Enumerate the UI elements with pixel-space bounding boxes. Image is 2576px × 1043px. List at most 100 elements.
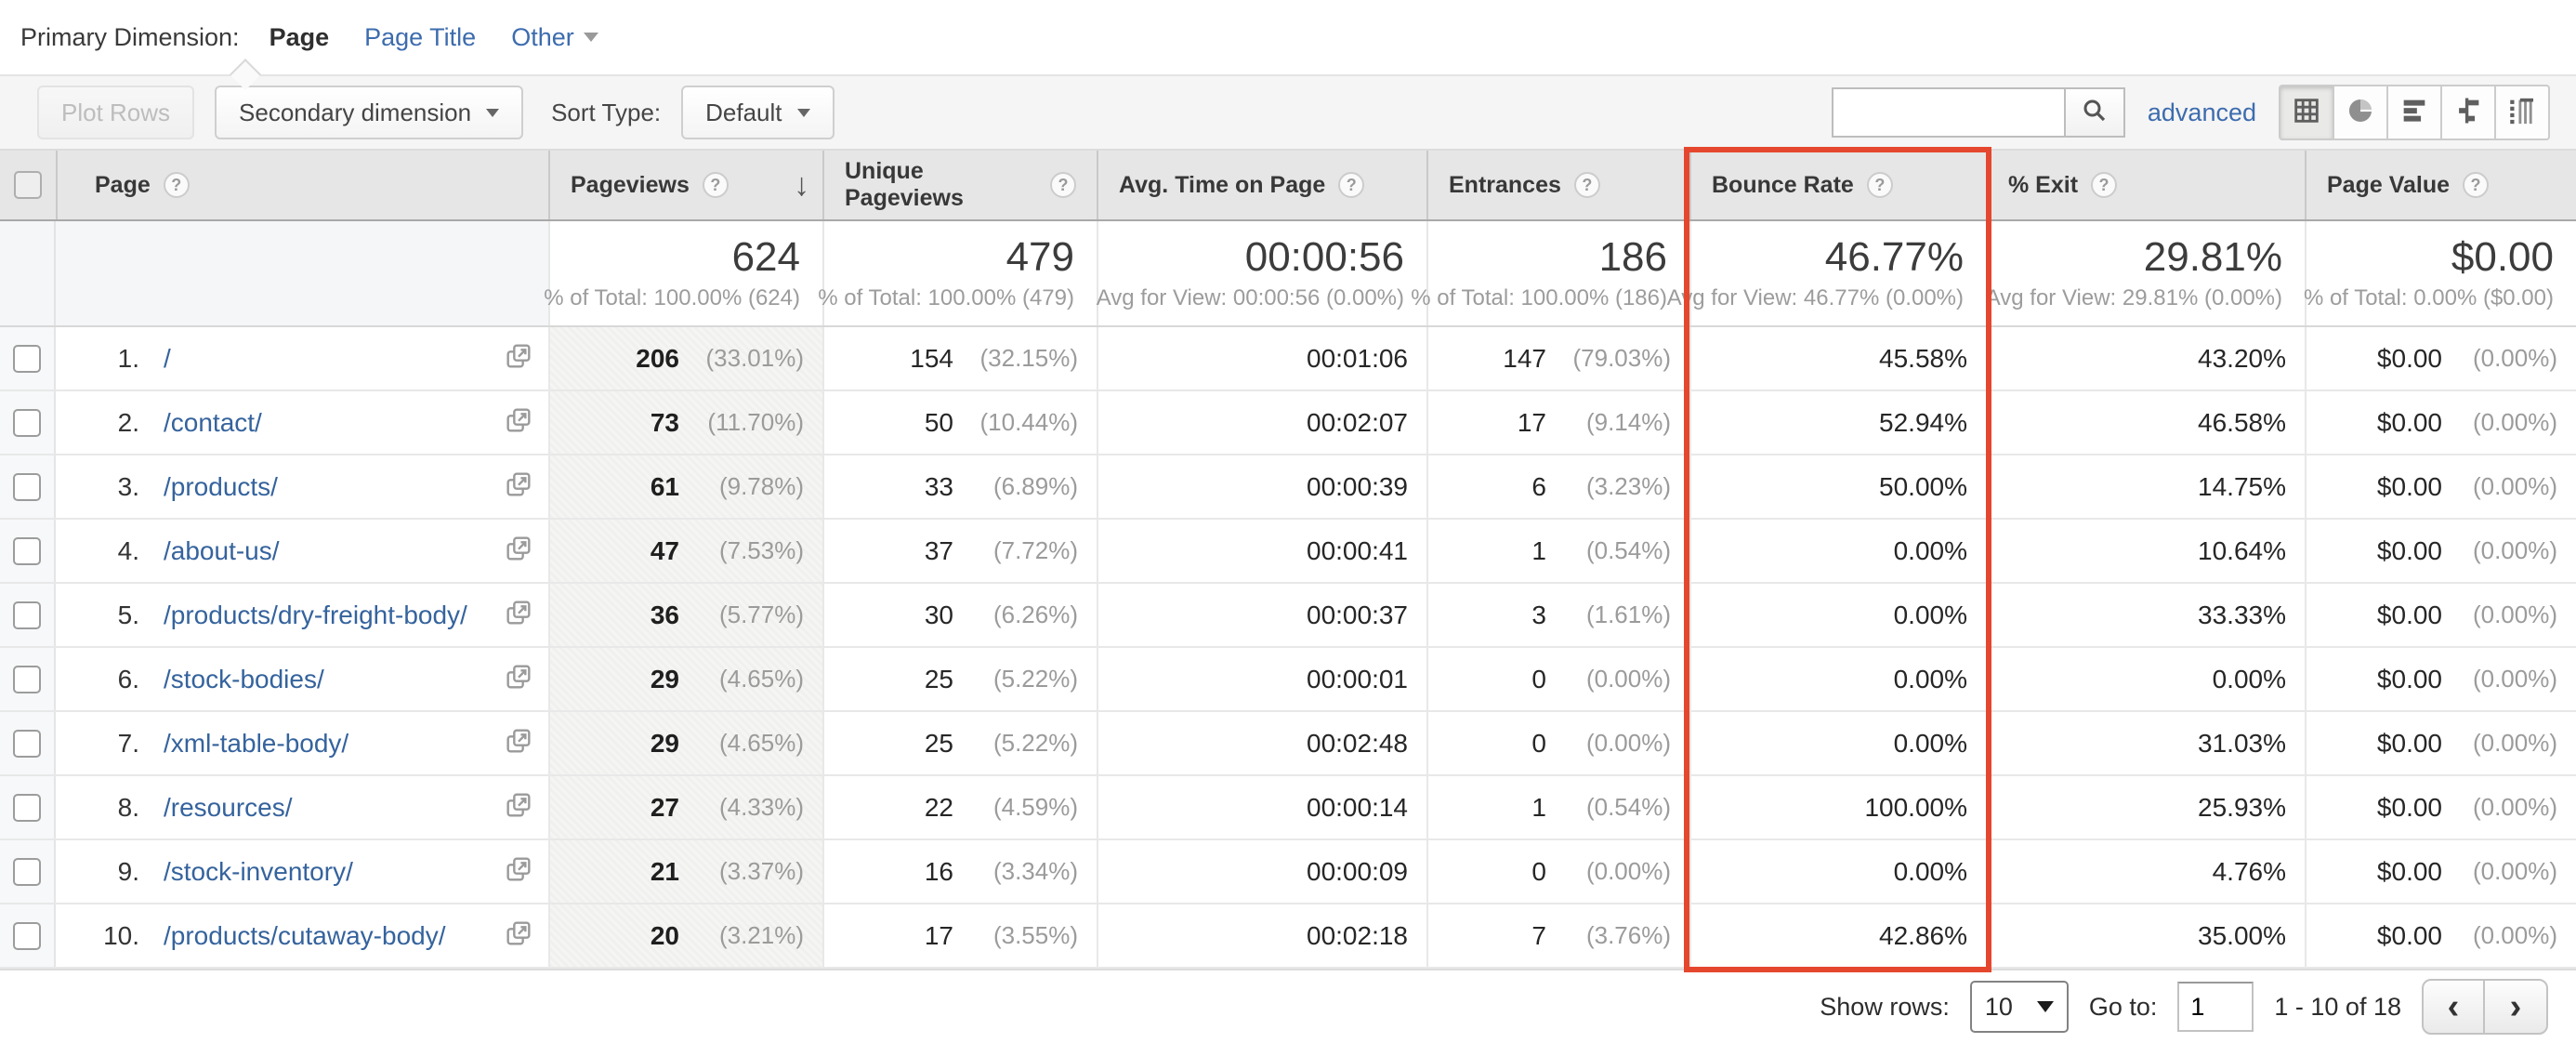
page-link[interactable]: /products/cutaway-body/ bbox=[164, 920, 446, 950]
totals-page-value: $0.00 % of Total: 0.00% ($0.00) bbox=[2304, 221, 2576, 325]
data-view-button[interactable] bbox=[2279, 85, 2334, 140]
chevron-down-icon bbox=[2036, 1001, 2054, 1012]
help-icon[interactable]: ? bbox=[163, 172, 190, 198]
select-all-checkbox[interactable] bbox=[14, 171, 42, 199]
pct-exit-cell: 10.64% bbox=[1986, 520, 2305, 582]
table-footer: Show rows: 10 Go to: 1 - 10 of 18 ‹ › bbox=[0, 969, 2576, 1043]
column-header-unique-pageviews[interactable]: Unique Pageviews ? bbox=[822, 151, 1097, 219]
row-number: 10. bbox=[103, 920, 139, 950]
column-header-page-value[interactable]: Page Value ? bbox=[2305, 151, 2576, 219]
row-number: 9. bbox=[117, 856, 139, 886]
row-checkbox[interactable] bbox=[13, 601, 41, 629]
row-checkbox-cell bbox=[0, 455, 56, 518]
plot-rows-button[interactable]: Plot Rows bbox=[37, 86, 195, 139]
secondary-dimension-button[interactable]: Secondary dimension bbox=[215, 86, 524, 139]
row-checkbox[interactable] bbox=[13, 536, 41, 565]
help-icon[interactable]: ? bbox=[1338, 172, 1365, 198]
row-checkbox[interactable] bbox=[13, 793, 41, 822]
unique-pageviews-cell: 25 (5.22%) bbox=[822, 712, 1097, 774]
bounce-rate-cell: 52.94% bbox=[1689, 391, 1986, 454]
sort-type-select[interactable]: Default bbox=[681, 86, 835, 139]
page-link[interactable]: /products/dry-freight-body/ bbox=[164, 600, 467, 629]
pivot-icon bbox=[2506, 95, 2538, 131]
open-page-icon[interactable] bbox=[504, 469, 533, 504]
bounce-rate-cell: 50.00% bbox=[1689, 455, 1986, 518]
page-cell: 5. /products/dry-freight-body/ bbox=[56, 584, 548, 646]
page-link[interactable]: /products/ bbox=[164, 471, 278, 501]
row-checkbox-cell bbox=[0, 712, 56, 774]
open-page-icon[interactable] bbox=[504, 534, 533, 568]
performance-view-button[interactable] bbox=[2386, 85, 2442, 140]
row-checkbox-cell bbox=[0, 648, 56, 710]
open-page-icon[interactable] bbox=[504, 854, 533, 889]
avg-time-cell: 00:02:18 bbox=[1097, 904, 1426, 967]
unique-pageviews-cell: 16 (3.34%) bbox=[822, 840, 1097, 903]
row-checkbox[interactable] bbox=[13, 857, 41, 886]
row-checkbox[interactable] bbox=[13, 408, 41, 437]
page-link[interactable]: /xml-table-body/ bbox=[164, 728, 349, 758]
open-page-icon[interactable] bbox=[504, 341, 533, 376]
previous-page-button[interactable]: ‹ bbox=[2424, 981, 2485, 1033]
page-link[interactable]: / bbox=[164, 343, 171, 373]
dimension-tab-other[interactable]: Other bbox=[511, 23, 598, 52]
help-icon[interactable]: ? bbox=[1573, 172, 1600, 198]
dimension-tab-page-title[interactable]: Page Title bbox=[364, 22, 477, 51]
row-checkbox[interactable] bbox=[13, 665, 41, 693]
column-header-page[interactable]: Page ? bbox=[56, 151, 548, 219]
dimension-tab-page[interactable]: Page bbox=[269, 22, 330, 51]
row-checkbox[interactable] bbox=[13, 921, 41, 950]
table-row: 8. /resources/ 27 (4.33%) 22 (4.59%) 00:… bbox=[0, 776, 2576, 840]
open-page-icon[interactable] bbox=[504, 790, 533, 825]
column-header-bounce-rate[interactable]: Bounce Rate ? bbox=[1689, 151, 1986, 219]
pivot-view-button[interactable] bbox=[2494, 85, 2550, 140]
unique-pageviews-cell: 37 (7.72%) bbox=[822, 520, 1097, 582]
row-checkbox[interactable] bbox=[13, 344, 41, 373]
table-row: 7. /xml-table-body/ 29 (4.65%) 25 (5.22%… bbox=[0, 712, 2576, 776]
help-icon[interactable]: ? bbox=[2091, 172, 2118, 198]
help-icon[interactable]: ? bbox=[2463, 172, 2490, 198]
search-input[interactable] bbox=[1831, 87, 2064, 138]
page-link[interactable]: /stock-inventory/ bbox=[164, 856, 353, 886]
open-page-icon[interactable] bbox=[504, 662, 533, 696]
show-rows-select[interactable]: 10 bbox=[1969, 981, 2069, 1033]
page-cell: 8. /resources/ bbox=[56, 776, 548, 838]
primary-dimension-bar: Primary Dimension: Page Page Title Other bbox=[0, 0, 2576, 74]
page-value-cell: $0.00 (0.00%) bbox=[2305, 455, 2576, 518]
pct-exit-cell: 0.00% bbox=[1986, 648, 2305, 710]
totals-bounce-rate: 46.77% Avg for View: 46.77% (0.00%) bbox=[1667, 221, 1986, 325]
totals-entrances: 186 % of Total: 100.00% (186) bbox=[1411, 221, 1689, 325]
open-page-icon[interactable] bbox=[504, 598, 533, 632]
page-link[interactable]: /stock-bodies/ bbox=[164, 664, 324, 693]
page-link[interactable]: /resources/ bbox=[164, 792, 293, 822]
search-button[interactable] bbox=[2063, 87, 2125, 138]
column-header-entrances[interactable]: Entrances ? bbox=[1426, 151, 1689, 219]
sort-descending-icon[interactable]: ↓ bbox=[794, 166, 809, 203]
help-icon[interactable]: ? bbox=[1866, 172, 1893, 198]
percentage-view-button[interactable] bbox=[2333, 85, 2388, 140]
comparison-view-button[interactable] bbox=[2440, 85, 2496, 140]
open-page-icon[interactable] bbox=[504, 405, 533, 440]
bounce-rate-cell: 0.00% bbox=[1689, 520, 1986, 582]
row-checkbox-cell bbox=[0, 520, 56, 582]
page-value-cell: $0.00 (0.00%) bbox=[2305, 776, 2576, 838]
table-row: 6. /stock-bodies/ 29 (4.65%) 25 (5.22%) … bbox=[0, 648, 2576, 712]
go-to-input[interactable] bbox=[2177, 982, 2254, 1032]
help-icon[interactable]: ? bbox=[702, 172, 729, 198]
entrances-cell: 147 (79.03%) bbox=[1426, 327, 1689, 389]
open-page-icon[interactable] bbox=[504, 726, 533, 760]
page-cell: 10. /products/cutaway-body/ bbox=[56, 904, 548, 967]
advanced-search-link[interactable]: advanced bbox=[2147, 98, 2256, 126]
toolbar-right-group: advanced bbox=[1831, 85, 2550, 140]
open-page-icon[interactable] bbox=[504, 918, 533, 953]
column-header-pct-exit[interactable]: % Exit ? bbox=[1986, 151, 2305, 219]
row-checkbox[interactable] bbox=[13, 729, 41, 758]
next-page-button[interactable]: › bbox=[2509, 986, 2522, 1026]
pageviews-cell: 27 (4.33%) bbox=[548, 776, 822, 838]
page-link[interactable]: /about-us/ bbox=[164, 535, 280, 565]
help-icon[interactable]: ? bbox=[1050, 172, 1076, 198]
column-header-pageviews[interactable]: Pageviews ? ↓ bbox=[548, 151, 822, 219]
column-header-avg-time[interactable]: Avg. Time on Page ? bbox=[1097, 151, 1426, 219]
row-checkbox[interactable] bbox=[13, 472, 41, 501]
page-link[interactable]: /contact/ bbox=[164, 407, 262, 437]
pie-chart-icon bbox=[2345, 95, 2376, 131]
